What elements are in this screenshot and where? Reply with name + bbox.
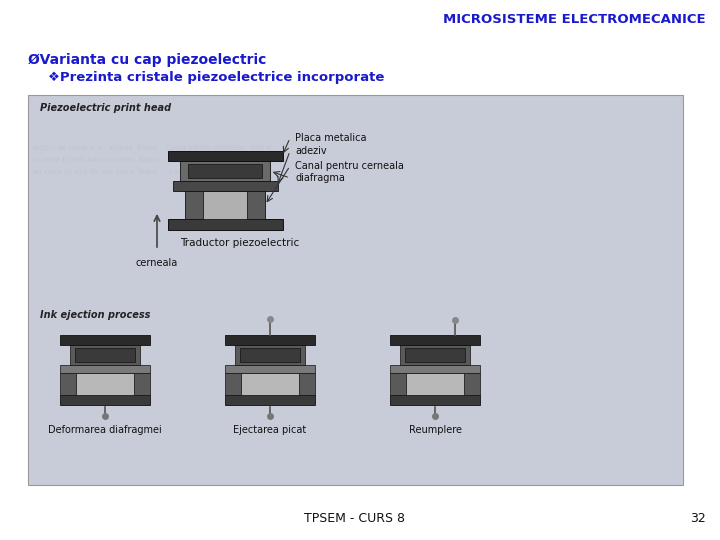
Text: ØVarianta cu cap piezoelectric: ØVarianta cu cap piezoelectric bbox=[28, 53, 266, 67]
Bar bbox=[240, 348, 300, 362]
Text: lacturi de zacat si au antena. Bland    Canal pentru cerneala   tool si: lacturi de zacat si au antena. Bland Can… bbox=[33, 145, 271, 151]
Bar bbox=[405, 348, 465, 362]
Bar bbox=[390, 395, 480, 405]
Bar bbox=[185, 191, 203, 219]
Bar bbox=[60, 365, 150, 373]
Bar bbox=[60, 373, 76, 395]
Bar bbox=[168, 219, 283, 230]
Bar bbox=[75, 348, 135, 362]
Text: in seale to writ Ado mo antro. Bland    Canal pentru cerneala   tool si: in seale to writ Ado mo antro. Bland Can… bbox=[33, 157, 274, 163]
Bar bbox=[390, 373, 406, 395]
Bar bbox=[299, 373, 315, 395]
Text: adeziv: adeziv bbox=[295, 146, 327, 156]
Bar bbox=[390, 365, 480, 373]
Bar bbox=[390, 335, 480, 345]
Bar bbox=[60, 335, 150, 345]
Bar bbox=[225, 365, 315, 373]
Bar bbox=[406, 373, 464, 395]
Bar bbox=[76, 373, 134, 395]
Bar bbox=[247, 191, 265, 219]
Bar bbox=[180, 161, 270, 181]
Bar bbox=[188, 164, 262, 178]
Bar bbox=[60, 395, 150, 405]
Text: Ink ejection process: Ink ejection process bbox=[40, 310, 150, 320]
Bar bbox=[400, 345, 470, 365]
Text: Ejectarea picat: Ejectarea picat bbox=[233, 425, 307, 435]
Bar bbox=[241, 373, 299, 395]
Bar bbox=[225, 373, 241, 395]
Bar bbox=[203, 191, 247, 219]
Text: Deformarea diafragmei: Deformarea diafragmei bbox=[48, 425, 162, 435]
Bar bbox=[235, 345, 305, 365]
Text: 32: 32 bbox=[690, 511, 706, 524]
Text: diafragma: diafragma bbox=[295, 173, 345, 183]
Bar bbox=[134, 373, 150, 395]
Bar bbox=[70, 345, 140, 365]
Text: MICROSISTEME ELECTROMECANICE: MICROSISTEME ELECTROMECANICE bbox=[444, 13, 706, 26]
Text: TPSEM - CURS 8: TPSEM - CURS 8 bbox=[305, 511, 405, 524]
Text: cerneala: cerneala bbox=[136, 258, 178, 268]
Text: Piezoelectric print head: Piezoelectric print head bbox=[40, 103, 171, 113]
Bar bbox=[168, 151, 283, 161]
Text: aq seale to writ Mo mo antro. Bland     Canal pentru cerneala   tool si: aq seale to writ Mo mo antro. Bland Cana… bbox=[33, 169, 274, 175]
Bar bbox=[28, 95, 683, 485]
Text: Traductor piezoelectric: Traductor piezoelectric bbox=[181, 238, 300, 248]
Bar bbox=[225, 395, 315, 405]
Text: Placa metalica: Placa metalica bbox=[295, 133, 366, 143]
Bar bbox=[173, 181, 278, 191]
Text: ❖Prezinta cristale piezoelectrice incorporate: ❖Prezinta cristale piezoelectrice incorp… bbox=[48, 71, 384, 84]
Bar bbox=[464, 373, 480, 395]
Text: Canal pentru cerneala: Canal pentru cerneala bbox=[295, 161, 404, 171]
Bar bbox=[225, 335, 315, 345]
Text: Reumplere: Reumplere bbox=[408, 425, 462, 435]
